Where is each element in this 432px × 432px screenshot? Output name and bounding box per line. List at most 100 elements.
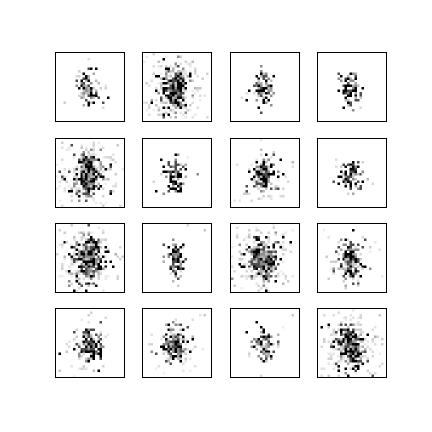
pixel (320, 345, 323, 348)
pixel (145, 101, 148, 105)
pixel (366, 345, 370, 348)
pixel (265, 91, 268, 95)
pixel (349, 175, 353, 178)
pixel (97, 262, 100, 266)
pixel (99, 260, 103, 263)
pixel (70, 190, 74, 193)
pixel (354, 345, 357, 348)
pixel (75, 347, 78, 351)
pixel (87, 360, 91, 363)
pixel (160, 77, 163, 80)
pixel (284, 277, 287, 280)
pixel (262, 277, 266, 280)
pixel (184, 360, 187, 363)
pixel (257, 89, 261, 92)
pixel (80, 238, 83, 242)
pixel (164, 338, 168, 341)
pixel (257, 84, 261, 88)
pixel (70, 255, 74, 259)
pixel (198, 99, 202, 102)
pixel (337, 72, 340, 75)
pixel (354, 340, 357, 344)
pixel (352, 170, 355, 174)
pixel (104, 255, 108, 259)
pixel (255, 84, 258, 88)
pixel (85, 367, 88, 370)
pixel (152, 53, 156, 56)
pixel (344, 177, 348, 181)
stray-pixel (58, 369, 61, 373)
pixel (231, 245, 234, 249)
pixel (359, 357, 362, 361)
pixel (75, 79, 78, 83)
pixel (265, 338, 268, 341)
pixel (255, 248, 258, 251)
pixel (90, 180, 93, 183)
pixel (90, 352, 93, 356)
pixel (174, 338, 178, 341)
pixel (162, 192, 165, 195)
pixel (85, 338, 88, 341)
pixel (77, 355, 81, 358)
pixel (181, 87, 185, 90)
pixel (97, 96, 100, 100)
pixel (262, 345, 266, 348)
pixel (85, 272, 88, 276)
pixel (267, 170, 270, 174)
pixel (262, 328, 266, 331)
pixel (342, 355, 345, 358)
pixel (260, 345, 263, 348)
pixel (347, 360, 350, 363)
pixel (174, 355, 178, 358)
pixel (265, 185, 268, 188)
sample-panel (230, 52, 300, 122)
pixel (184, 82, 187, 85)
pixel (260, 168, 263, 171)
pixel (339, 350, 343, 353)
pixel (162, 113, 165, 117)
pixel (90, 231, 93, 234)
pixel (359, 91, 362, 95)
pixel (160, 82, 163, 85)
pixel (162, 89, 165, 92)
pixel (262, 168, 266, 171)
pixel (250, 277, 253, 280)
pixel (68, 340, 71, 344)
pixel (189, 369, 192, 373)
pixel (252, 168, 256, 171)
pixel (186, 340, 190, 344)
pixel (104, 277, 108, 280)
pixel (114, 173, 117, 176)
pixel (332, 272, 336, 276)
pixel (77, 199, 81, 203)
pixel (255, 236, 258, 239)
pixel (82, 165, 86, 169)
pixel (92, 101, 95, 105)
pixel (184, 168, 187, 171)
pixel (347, 74, 350, 78)
pixel (102, 231, 105, 234)
pixel (85, 87, 88, 90)
pixel (265, 250, 268, 254)
pixel (347, 340, 350, 344)
pixel (99, 165, 103, 169)
pixel (347, 91, 350, 95)
pixel (361, 364, 365, 368)
pixel (92, 253, 95, 256)
pixel (339, 323, 343, 327)
pixel (85, 260, 88, 263)
pixel (94, 175, 98, 178)
pixel (70, 245, 74, 249)
pixel (177, 335, 180, 339)
pixel (359, 94, 362, 97)
pixel (107, 248, 110, 251)
pixel (80, 158, 83, 161)
pixel (164, 111, 168, 114)
pixel (99, 352, 103, 356)
pixel (179, 275, 182, 278)
pixel (82, 347, 86, 351)
pixel (339, 328, 343, 331)
pixel (63, 187, 66, 191)
pixel (162, 352, 165, 356)
pixel (68, 345, 71, 348)
